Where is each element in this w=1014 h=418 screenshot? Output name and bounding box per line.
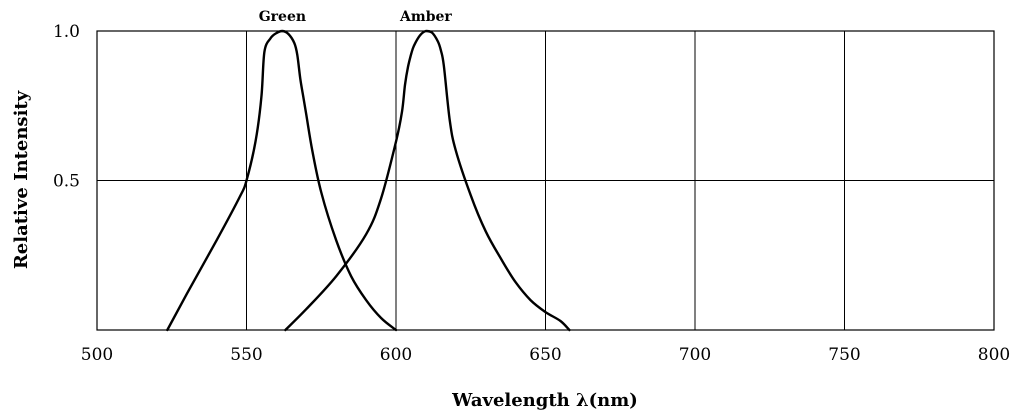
x-tick-label: 700 xyxy=(679,345,711,365)
x-tick-label: 800 xyxy=(978,345,1010,365)
x-tick-label: 550 xyxy=(230,345,262,365)
amber-series-line xyxy=(284,29,571,332)
x-tick-label: 650 xyxy=(529,345,561,365)
green-series-label: Green xyxy=(259,9,306,25)
x-tick-label: 500 xyxy=(81,345,113,365)
tick-label-layer: 500 550 600 650 700 750 800 0.5 1.0 xyxy=(53,22,1010,365)
series-layer: Green Amber xyxy=(166,9,571,332)
y-tick-label: 0.5 xyxy=(53,172,80,192)
y-axis-title: Relative Intensity xyxy=(11,90,32,269)
grid-layer xyxy=(96,30,995,331)
y-tick-label: 1.0 xyxy=(53,22,80,42)
x-axis-title: Wavelength λ(nm) xyxy=(451,390,638,411)
x-tick-label: 600 xyxy=(380,345,412,365)
amber-series-label: Amber xyxy=(399,9,452,25)
x-tick-label: 750 xyxy=(828,345,860,365)
green-series-line xyxy=(166,29,398,332)
